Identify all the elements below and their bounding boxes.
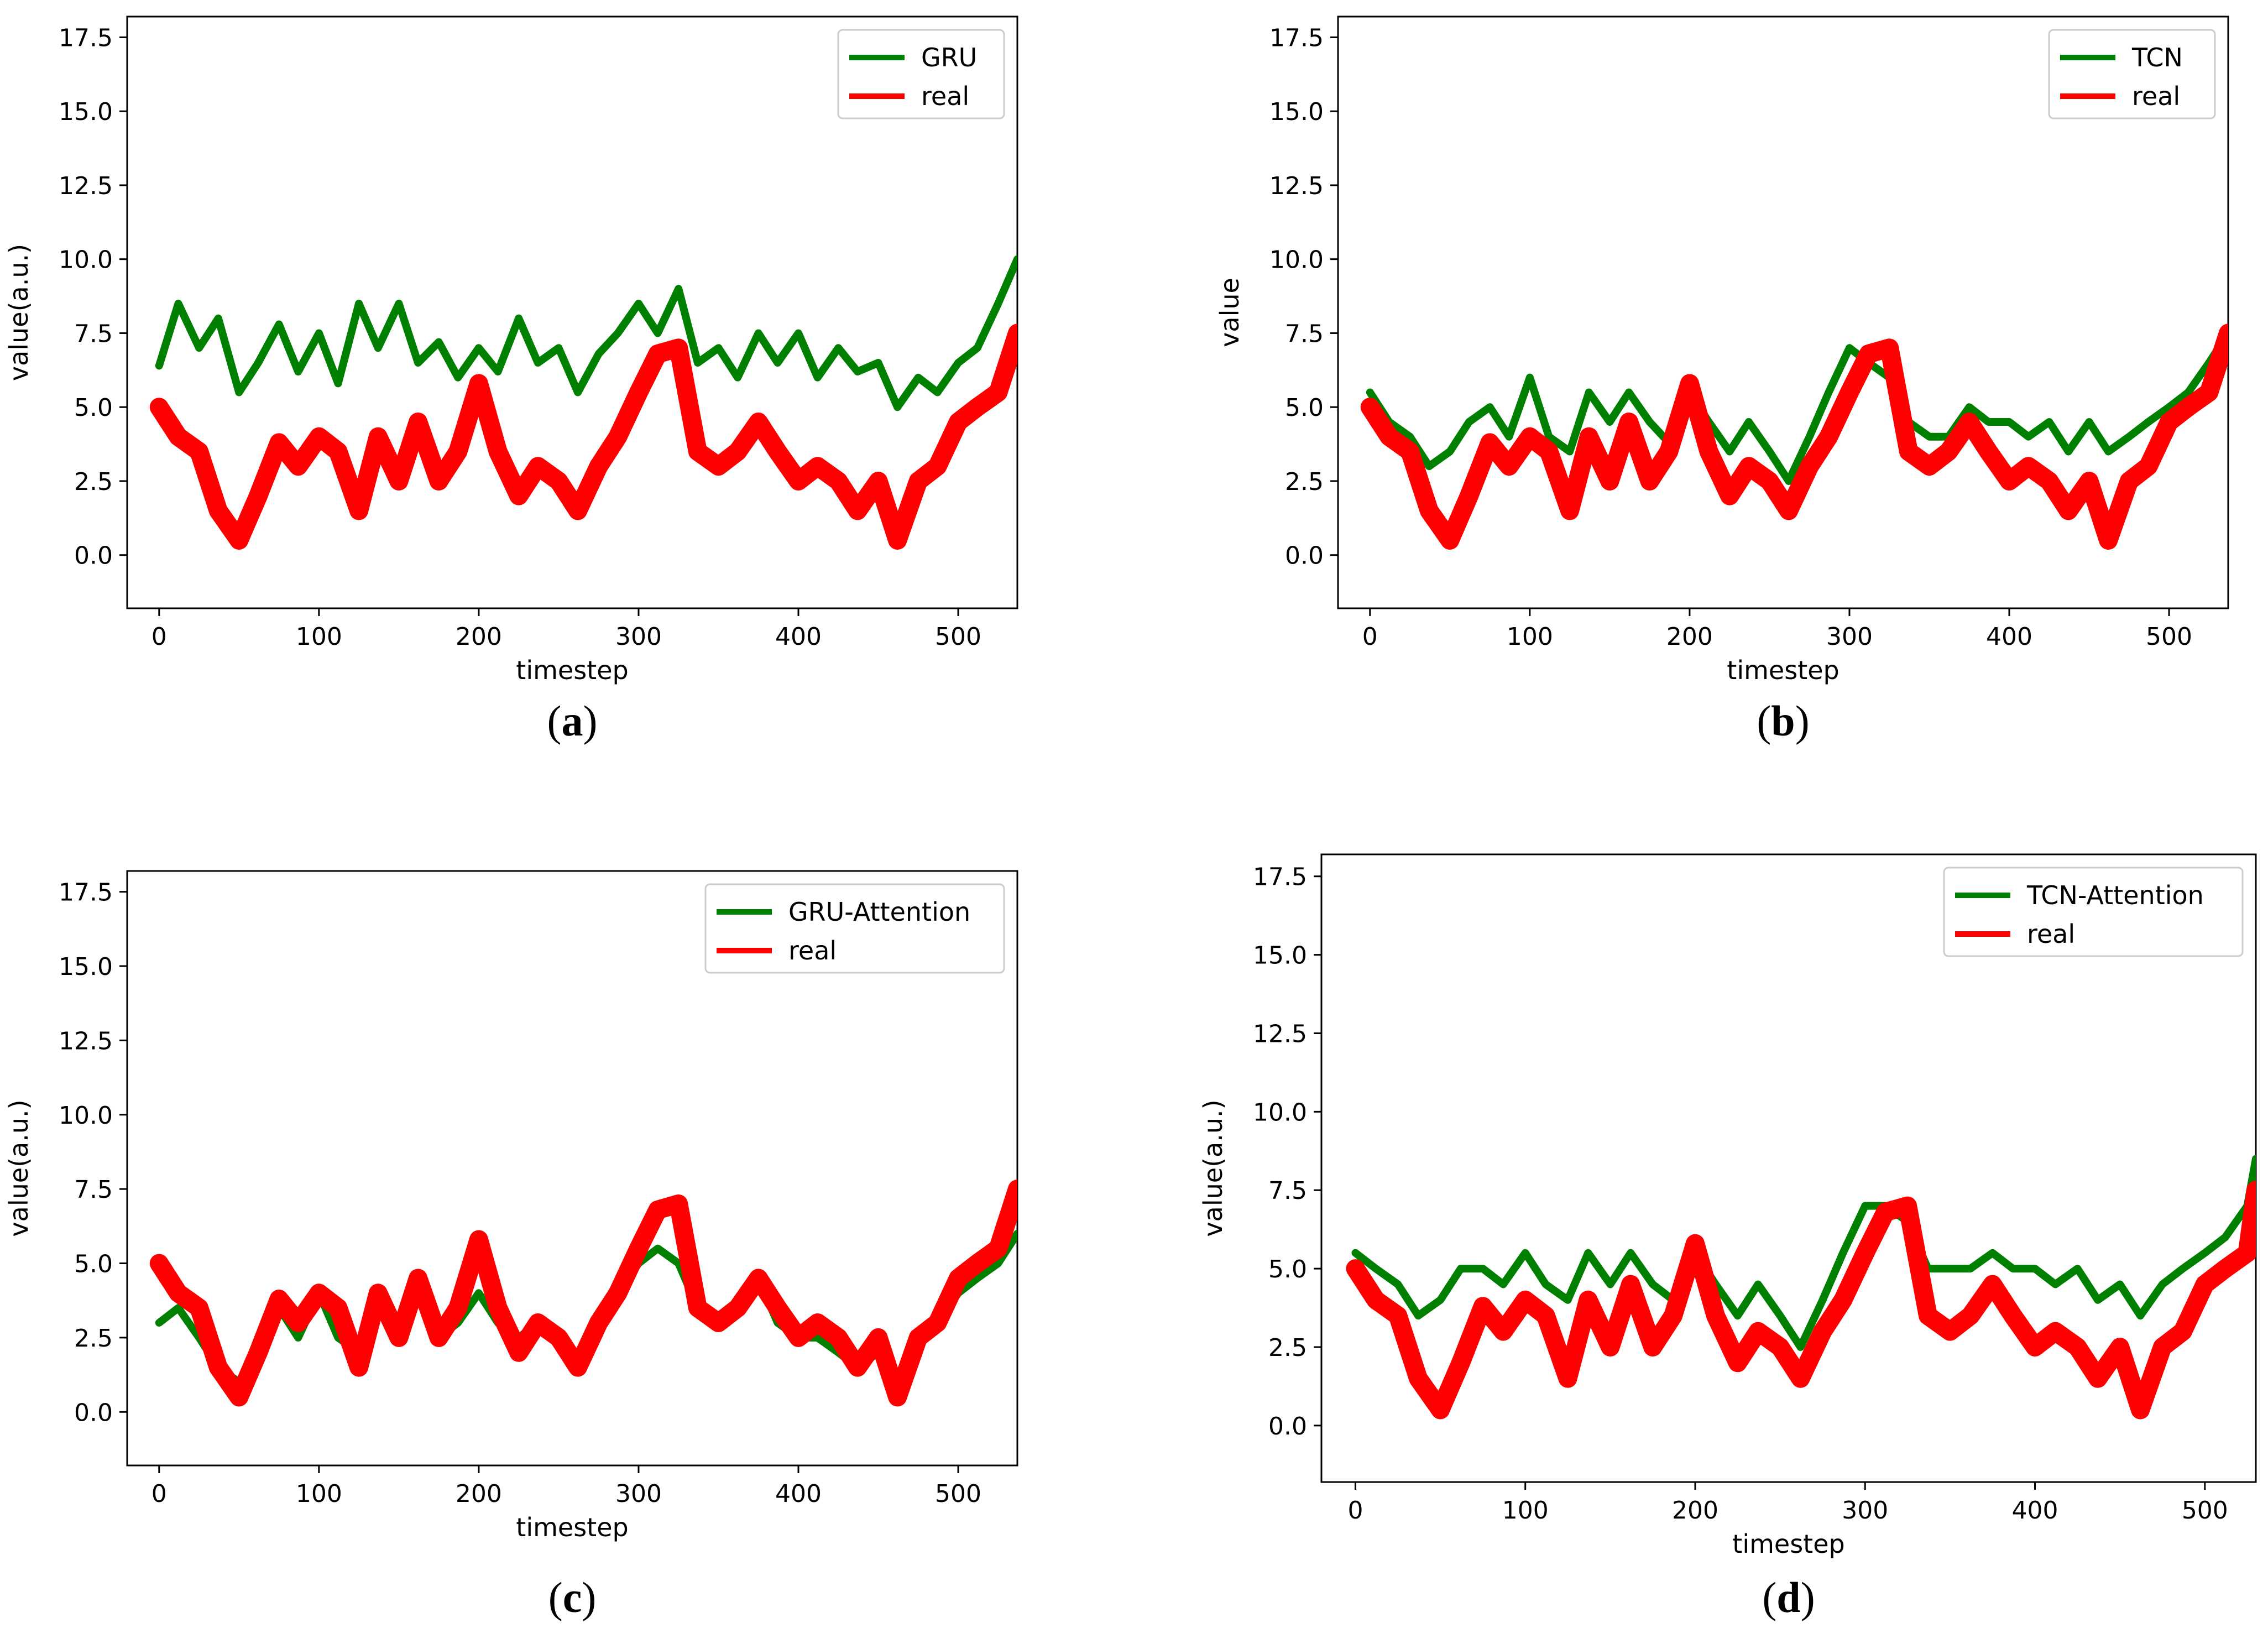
y-tick-label: 0.0: [1268, 1412, 1307, 1441]
x-tick-label: 400: [775, 623, 822, 651]
y-tick-label: 5.0: [74, 1250, 113, 1279]
y-tick-label: 15.0: [1269, 98, 1324, 126]
x-tick-label: 400: [1986, 623, 2032, 651]
caption-letter: d: [1776, 1573, 1800, 1621]
legend-label: TCN: [2131, 43, 2183, 72]
x-tick-label: 100: [296, 623, 342, 651]
panel-caption: (c): [548, 1573, 597, 1621]
y-tick-label: 0.0: [74, 1399, 113, 1427]
legend-label: real: [788, 936, 837, 966]
x-tick-label: 100: [1507, 623, 1553, 651]
caption-letter: c: [563, 1573, 582, 1621]
x-axis-label: timestep: [1727, 655, 1839, 685]
series-line-pred: [155, 255, 1017, 411]
legend-label: TCN-Attention: [2026, 880, 2204, 910]
y-tick-label: 2.5: [1268, 1334, 1307, 1362]
x-tick-label: 300: [1826, 623, 1873, 651]
legend-label: real: [2027, 919, 2075, 949]
x-tick-label: 500: [935, 623, 981, 651]
y-tick-label: 0.0: [74, 542, 113, 570]
y-tick-label: 2.5: [1285, 468, 1324, 496]
y-tick-label: 12.5: [59, 1027, 113, 1055]
x-tick-label: 0: [151, 1480, 167, 1508]
caption-letter: a: [562, 697, 583, 745]
series-line-real: [149, 1180, 1017, 1407]
y-tick-label: 5.0: [1285, 394, 1324, 422]
x-axis-label: timestep: [516, 655, 628, 685]
y-axis-label: value(a.u.): [4, 244, 34, 381]
x-tick-label: 200: [1672, 1496, 1718, 1525]
x-axis-label: timestep: [516, 1512, 628, 1542]
legend-box: [704, 883, 1005, 974]
x-tick-label: 100: [1502, 1496, 1549, 1525]
y-tick-label: 10.0: [1253, 1098, 1307, 1126]
x-tick-label: 0: [151, 623, 167, 651]
legend-label: GRU-Attention: [788, 897, 970, 927]
chart-panel-b: 0.0 2.5 5.0 7.5 10.0 12.5 15.0 17.5 0 100 200 300 40…: [1215, 15, 2229, 745]
x-tick-label: 400: [2012, 1496, 2058, 1525]
series-line-real: [149, 324, 1017, 550]
y-tick-label: 0.0: [1285, 542, 1324, 570]
x-tick-label: 300: [1842, 1496, 1888, 1525]
panel-caption: (b): [1757, 697, 1809, 745]
series-line-pred: [1351, 1155, 2256, 1351]
x-tick-label: 500: [935, 1480, 981, 1508]
x-tick-label: 200: [1666, 623, 1713, 651]
x-tick-label: 0: [1347, 1496, 1363, 1525]
panel-caption: (a): [547, 697, 598, 745]
y-tick-label: 17.5: [59, 879, 113, 907]
series-line-real: [1360, 324, 2228, 550]
x-tick-label: 200: [456, 1480, 502, 1508]
y-tick-label: 7.5: [74, 1176, 113, 1204]
y-axis-label: value(a.u.): [4, 1099, 34, 1237]
chart-panel-d: 0.0 2.5 5.0 7.5 10.0 12.5 15.0 17.5 0 100 200 300 40…: [1198, 853, 2257, 1621]
y-tick-label: 12.5: [1269, 172, 1324, 200]
panel-caption: (d): [1762, 1573, 1815, 1621]
x-tick-label: 500: [2146, 623, 2192, 651]
series-group: [149, 1180, 1017, 1407]
y-tick-label: 7.5: [74, 320, 113, 348]
y-tick-label: 17.5: [1269, 24, 1324, 52]
y-tick-label: 7.5: [1268, 1177, 1307, 1205]
y-tick-label: 15.0: [59, 98, 113, 126]
legend-label: real: [921, 81, 969, 111]
y-tick-label: 17.5: [59, 24, 113, 52]
y-tick-label: 5.0: [74, 394, 113, 422]
y-tick-label: 10.0: [59, 1102, 113, 1130]
y-axis-label: value(a.u.): [1198, 1099, 1228, 1237]
y-tick-label: 15.0: [1253, 942, 1307, 970]
x-tick-label: 100: [296, 1480, 342, 1508]
y-tick-label: 7.5: [1285, 320, 1324, 348]
x-tick-label: 500: [2182, 1496, 2228, 1525]
series-group: [1360, 324, 2228, 550]
y-tick-label: 17.5: [1253, 863, 1307, 891]
y-tick-label: 12.5: [1253, 1020, 1307, 1048]
legend-label: GRU: [921, 43, 977, 72]
y-tick-label: 5.0: [1268, 1255, 1307, 1284]
x-tick-label: 400: [775, 1480, 822, 1508]
legend-box: [1943, 867, 2244, 957]
y-tick-label: 10.0: [59, 246, 113, 274]
series-group: [149, 255, 1017, 550]
x-tick-label: 0: [1362, 623, 1378, 651]
y-axis-label: value: [1215, 278, 1245, 347]
chart-panel-c: 0.0 2.5 5.0 7.5 10.0 12.5 15.0 17.5 0 100 200 300 40…: [4, 870, 1018, 1621]
caption-letter: b: [1771, 697, 1795, 745]
series-line-pred: [1366, 329, 2228, 485]
chart-panel-a: 0.0 2.5 5.0 7.5 10.0 12.5 15.0 17.5 0 100 200 300 40…: [4, 15, 1018, 745]
y-tick-label: 2.5: [74, 468, 113, 496]
y-tick-label: 15.0: [59, 953, 113, 981]
x-axis-label: timestep: [1732, 1529, 1844, 1559]
series-line-real: [1346, 1181, 2256, 1420]
y-tick-label: 10.0: [1269, 246, 1324, 274]
y-tick-label: 12.5: [59, 172, 113, 200]
series-group: [1346, 1155, 2256, 1420]
legend-label: real: [2132, 81, 2180, 111]
x-tick-label: 200: [456, 623, 502, 651]
y-tick-label: 2.5: [74, 1324, 113, 1353]
x-tick-label: 300: [615, 1480, 662, 1508]
x-tick-label: 300: [615, 623, 662, 651]
